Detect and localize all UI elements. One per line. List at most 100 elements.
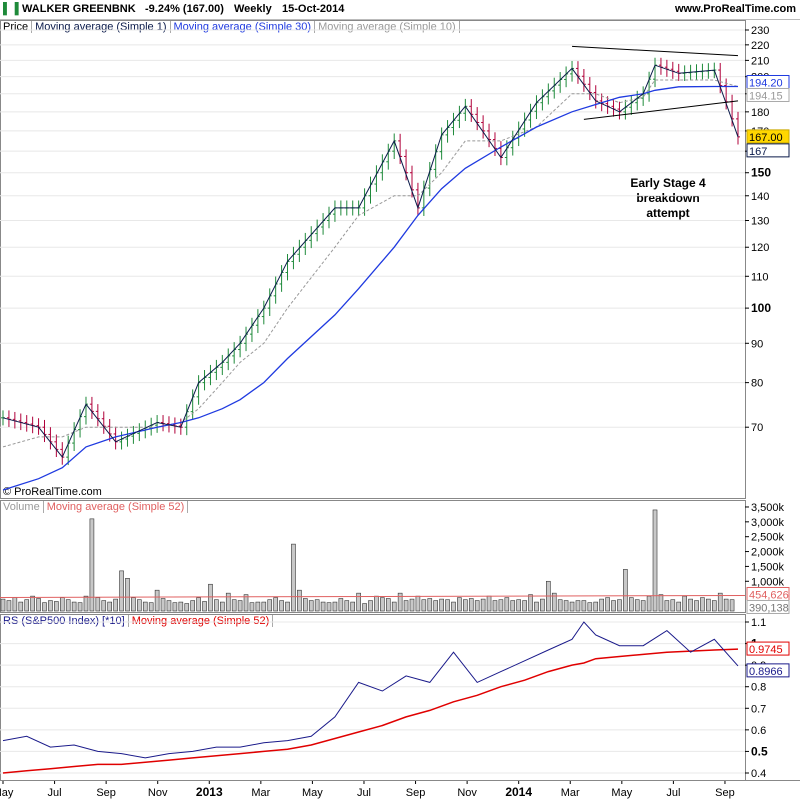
- x-tick-label: May: [0, 787, 14, 799]
- last-volume-ma-label: 454,626: [749, 589, 789, 601]
- volume-bar: [190, 600, 195, 612]
- volume-bar: [700, 597, 705, 612]
- volume-bar: [297, 589, 302, 612]
- last-price-label: 167.00: [749, 132, 783, 144]
- volume-tick-label: 1,500k: [751, 561, 785, 573]
- rs-legend: RS (S&P500 Index) [*10] Moving average (…: [0, 614, 274, 628]
- volume-bar: [131, 597, 136, 612]
- volume-bar: [71, 601, 77, 612]
- x-tick-label: Sep: [715, 787, 735, 799]
- legend-rs-ma: Moving average (Simple 52): [128, 615, 274, 627]
- volume-bar: [160, 598, 166, 612]
- price-tick-label: 180: [751, 107, 769, 119]
- volume-bar: [326, 602, 332, 612]
- volume-bar: [593, 601, 599, 612]
- volume-bar: [433, 600, 439, 612]
- volume-bar: [694, 600, 699, 612]
- legend-ma1: Moving average (Simple 1): [32, 21, 171, 33]
- last-ma1-label: 167: [749, 146, 767, 158]
- rs-tick-label: 0.5: [751, 744, 768, 758]
- volume-bar: [362, 603, 367, 612]
- volume-bar: [670, 599, 676, 612]
- price-tick-label: 150: [751, 166, 771, 180]
- volume-bar: [629, 597, 634, 612]
- volume-bar: [344, 600, 350, 612]
- volume-bar: [237, 600, 243, 612]
- volume-tick-label: 1,000k: [751, 576, 785, 588]
- legend-price: Price: [0, 21, 33, 33]
- volume-bar: [658, 594, 664, 612]
- last-rs-ma-label: 0.9745: [749, 644, 783, 656]
- price-tick-label: 140: [751, 191, 769, 203]
- volume-bar: [445, 599, 450, 612]
- volume-bar: [664, 600, 670, 612]
- volume-bar: [717, 592, 723, 612]
- volume-tick-label: 3,500k: [751, 502, 785, 514]
- last-volume-label-box: [746, 599, 790, 614]
- volume-tick-label: 3,000k: [751, 517, 785, 529]
- volume-bar: [65, 599, 71, 612]
- volume-bar: [569, 601, 575, 612]
- volume-bar: [652, 509, 658, 612]
- x-tick-label: Jul: [48, 787, 62, 799]
- volume-bar: [95, 597, 101, 612]
- volume-bar: [397, 592, 403, 612]
- volume-bar: [510, 600, 516, 612]
- volume-bar: [391, 601, 397, 612]
- volume-bar: [403, 600, 409, 612]
- volume-bar: [516, 599, 521, 612]
- volume-bar: [18, 601, 24, 612]
- volume-bar: [89, 518, 95, 612]
- volume-bar: [474, 600, 480, 612]
- price-change: -9.24% (167.00): [145, 3, 224, 15]
- price-tick-label: 120: [751, 242, 769, 254]
- rs-tick-label: 0.4: [751, 768, 766, 780]
- price-tick-label: 130: [751, 216, 769, 228]
- volume-bar: [546, 580, 551, 612]
- volume-bar: [214, 599, 219, 612]
- volume-bar: [350, 601, 356, 612]
- last-ma30-label-box: [746, 74, 790, 89]
- volume-bar: [557, 599, 563, 612]
- price-tick-label: 220: [751, 40, 769, 52]
- volume-bar: [463, 599, 468, 612]
- volume-bar: [468, 598, 474, 612]
- volume-bar: [24, 599, 30, 612]
- volume-bar: [634, 599, 640, 612]
- rs-tick-label: 1.1: [751, 617, 766, 629]
- volume-bar: [178, 601, 184, 612]
- x-tick-label: Nov: [148, 787, 168, 799]
- volume-bar: [30, 595, 35, 612]
- last-price-label-box: [746, 129, 790, 144]
- trendline-upper: [572, 45, 739, 57]
- last-rs-label-box: [746, 663, 790, 678]
- volume-bar: [540, 598, 545, 612]
- last-volume-label: 390,138: [749, 602, 789, 614]
- price-tick-label: 70: [751, 422, 763, 434]
- volume-bar: [409, 598, 415, 612]
- volume-bar: [59, 597, 65, 612]
- volume-bar: [338, 598, 344, 612]
- trendline-lower: [583, 100, 739, 120]
- volume-bar: [486, 595, 492, 612]
- x-tick-label: 2013: [196, 785, 223, 799]
- volume-bar: [119, 570, 124, 612]
- volume-bar: [142, 601, 148, 612]
- volume-bar: [457, 597, 462, 612]
- volume-bar: [534, 601, 539, 612]
- volume-bar: [83, 595, 89, 612]
- volume-bar: [575, 600, 581, 612]
- copyright: © ProRealTime.com: [3, 486, 102, 498]
- volume-bar: [492, 600, 498, 612]
- price-tick-label: 200: [751, 72, 769, 84]
- volume-bar: [148, 602, 154, 612]
- volume-bar: [249, 602, 255, 612]
- volume-bar: [522, 600, 527, 612]
- volume-bar: [439, 598, 444, 612]
- volume-bar: [688, 598, 693, 612]
- site-label: www.ProRealTime.com: [674, 3, 796, 15]
- last-rs-ma-label-box: [746, 641, 790, 656]
- x-tick-label: May: [611, 787, 632, 799]
- ma1-line: [2, 64, 739, 459]
